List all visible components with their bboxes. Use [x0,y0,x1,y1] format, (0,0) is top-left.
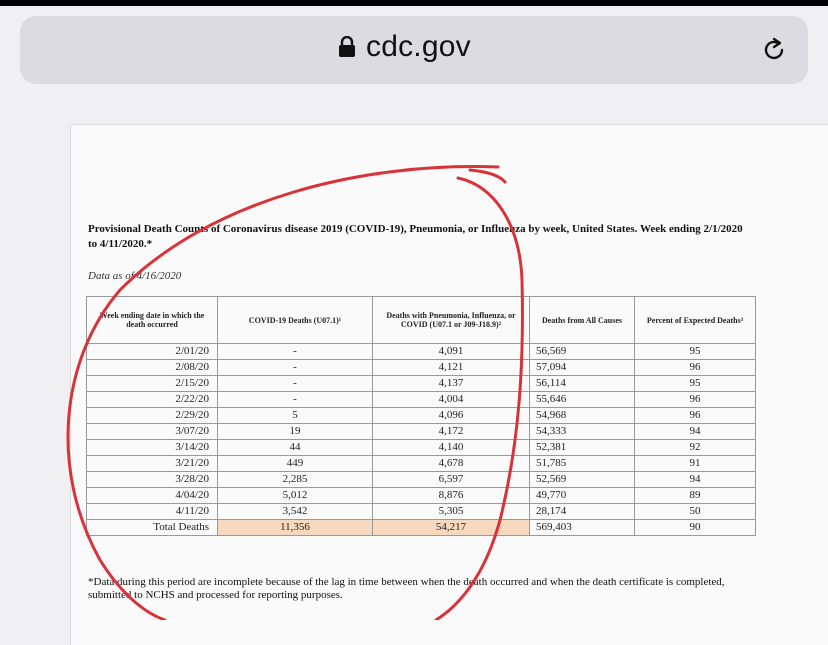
header-percent: Percent of Expected Deaths³ [634,296,756,344]
week-cell: 3/07/20 [86,423,218,440]
week-cell: 4/04/20 [86,487,218,504]
week-cell: 2/22/20 [86,391,218,408]
pneumonia-cell: 4,137 [372,375,530,392]
percent-cell: 96 [634,359,756,376]
header-pneumonia: Deaths with Pneumonia, Influenza, or COV… [372,296,530,344]
week-cell: 3/28/20 [86,471,218,488]
covid-cell: 3,542 [217,503,373,520]
covid-cell: - [217,375,373,392]
table-row: 3/21/20 449 4,678 51,785 91 [86,455,756,472]
table-row: 4/04/20 5,012 8,876 49,770 89 [86,487,756,504]
week-cell: 3/14/20 [86,439,218,456]
data-date: Data as of 4/16/2020 [88,270,182,282]
covid-cell: 2,285 [217,471,373,488]
covid-cell: 44 [217,439,373,456]
table-row: 3/07/20 19 4,172 54,333 94 [86,423,756,440]
header-all-causes: Deaths from All Causes [529,296,635,344]
header-week: Week ending date in which the death occu… [86,296,218,344]
percent-cell: 92 [634,439,756,456]
week-cell: 3/21/20 [86,455,218,472]
total-pneumonia: 54,217 [372,519,530,536]
header-covid: COVID-19 Deaths (U07.1)¹ [217,296,373,344]
covid-cell: 449 [217,455,373,472]
covid-cell: - [217,359,373,376]
covid-cell: 5,012 [217,487,373,504]
pneumonia-cell: 4,140 [372,439,530,456]
percent-cell: 94 [634,471,756,488]
week-cell: 2/15/20 [86,375,218,392]
pneumonia-cell: 6,597 [372,471,530,488]
percent-cell: 89 [634,487,756,504]
table-row: 2/15/20 - 4,137 56,114 95 [86,375,756,392]
pneumonia-cell: 4,091 [372,343,530,360]
total-covid: 11,356 [217,519,373,536]
week-cell: 2/29/20 [86,407,218,424]
address-bar[interactable] [20,16,808,84]
total-percent: 90 [634,519,756,536]
percent-cell: 95 [634,343,756,360]
percent-cell: 50 [634,503,756,520]
pneumonia-cell: 4,004 [372,391,530,408]
week-cell: 2/01/20 [86,343,218,360]
pneumonia-cell: 8,876 [372,487,530,504]
all-causes-cell: 52,381 [529,439,635,456]
all-causes-cell: 56,569 [529,343,635,360]
covid-cell: 5 [217,407,373,424]
table-row: 3/28/20 2,285 6,597 52,569 94 [86,471,756,488]
percent-cell: 95 [634,375,756,392]
covid-cell: 19 [217,423,373,440]
percent-cell: 94 [634,423,756,440]
reload-icon[interactable] [760,36,788,64]
table-row: 2/22/20 - 4,004 55,646 96 [86,391,756,408]
pneumonia-cell: 4,172 [372,423,530,440]
table-row: 2/29/20 5 4,096 54,968 96 [86,407,756,424]
total-row: Total Deaths 11,356 54,217 569,403 90 [86,519,756,536]
total-label: Total Deaths [86,519,218,536]
table-header-row: Week ending date in which the death occu… [86,296,756,344]
all-causes-cell: 51,785 [529,455,635,472]
covid-cell: - [217,391,373,408]
week-cell: 2/08/20 [86,359,218,376]
week-cell: 4/11/20 [86,503,218,520]
percent-cell: 91 [634,455,756,472]
all-causes-cell: 54,333 [529,423,635,440]
covid-cell: - [217,343,373,360]
all-causes-cell: 55,646 [529,391,635,408]
table-row: 2/01/20 - 4,091 56,569 95 [86,343,756,360]
pneumonia-cell: 4,096 [372,407,530,424]
percent-cell: 96 [634,391,756,408]
table-row: 3/14/20 44 4,140 52,381 92 [86,439,756,456]
death-counts-table: Week ending date in which the death occu… [86,296,756,536]
all-causes-cell: 52,569 [529,471,635,488]
all-causes-cell: 56,114 [529,375,635,392]
table-footnote: *Data during this period are incomplete … [88,576,725,601]
percent-cell: 96 [634,407,756,424]
document-title: Provisional Death Counts of Coronavirus … [88,223,743,250]
url-text[interactable]: cdc.gov [366,30,471,63]
all-causes-cell: 49,770 [529,487,635,504]
all-causes-cell: 57,094 [529,359,635,376]
status-strip [0,0,828,6]
pneumonia-cell: 5,305 [372,503,530,520]
all-causes-cell: 28,174 [529,503,635,520]
all-causes-cell: 54,968 [529,407,635,424]
pneumonia-cell: 4,121 [372,359,530,376]
pneumonia-cell: 4,678 [372,455,530,472]
total-all-causes: 569,403 [529,519,635,536]
lock-icon [339,36,355,57]
table-row: 4/11/20 3,542 5,305 28,174 50 [86,503,756,520]
table-row: 2/08/20 - 4,121 57,094 96 [86,359,756,376]
